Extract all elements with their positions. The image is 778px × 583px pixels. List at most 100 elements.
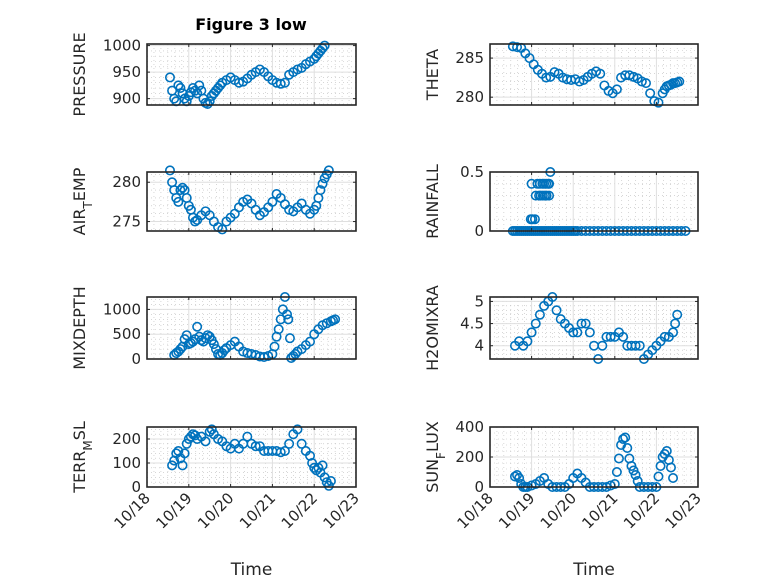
data-point (544, 190, 555, 201)
data-point (242, 431, 253, 442)
y-axis-label: MIXDEPTH (70, 286, 89, 369)
y-tick-label: 200 (112, 430, 141, 448)
data-point (512, 42, 523, 53)
data-point (568, 327, 579, 338)
y-tick-label: 285 (455, 49, 484, 67)
data-point (283, 314, 294, 325)
data-point (175, 185, 186, 196)
axes-background (490, 172, 698, 231)
data-point (544, 178, 555, 189)
data-point (634, 340, 645, 351)
data-point (653, 97, 664, 108)
y-tick-label: 200 (455, 448, 484, 466)
subplot-rainfall: 0 0.5 RAINFALL (423, 163, 699, 240)
x-tick-label: 10/23 (320, 489, 363, 532)
axes-box (489, 296, 699, 360)
data-point (630, 469, 641, 480)
y-tick-label: 100 (112, 454, 141, 472)
data-point (200, 436, 211, 447)
data-point (323, 480, 334, 491)
y-tick-label: 0 (474, 478, 484, 496)
data-point (279, 77, 290, 88)
y-axis-label: PRESSURE (70, 32, 89, 116)
data-point (640, 78, 651, 89)
data-point (305, 336, 316, 347)
data-point (259, 352, 270, 363)
y-axis-label: RAINFALL (423, 164, 442, 239)
figure-title: Figure 3 low (195, 15, 307, 34)
data-point (233, 77, 244, 88)
data-point (194, 80, 205, 91)
data-point (584, 327, 595, 338)
data-point (653, 471, 664, 482)
data-point (522, 336, 533, 347)
data-point (282, 309, 293, 320)
data-point (572, 327, 583, 338)
data-point (529, 214, 540, 225)
data-point (609, 478, 620, 489)
data-point (317, 460, 328, 471)
y-tick-label: 0.5 (460, 163, 484, 181)
data-point (595, 68, 606, 79)
data-point (164, 165, 175, 176)
data-point (173, 196, 184, 207)
data-point (551, 305, 562, 316)
axes-box (489, 43, 699, 106)
data-point (284, 438, 295, 449)
data-point (179, 448, 190, 459)
subplot-h2omixra: 4 4.5 5 H2OMIXRA (423, 285, 699, 371)
x-tick-label: 10/20 (194, 489, 237, 532)
data-point (630, 340, 641, 351)
data-point (618, 433, 629, 444)
data-point (645, 88, 656, 99)
data-point (534, 309, 545, 320)
data-point (668, 327, 679, 338)
y-axis-label: H2OMIXRA (423, 285, 442, 371)
data-point (661, 445, 672, 456)
axes-box (146, 43, 357, 106)
data-point (175, 83, 186, 94)
data-point (330, 314, 341, 325)
data-point (217, 224, 228, 235)
x-axis-label: Time (230, 560, 273, 580)
data-point (597, 340, 608, 351)
data-point (167, 460, 178, 471)
data-point (275, 314, 286, 325)
x-tick-label: 10/23 (662, 489, 705, 532)
subplot-mixdepth: 0 500 1000 MIXDEPTH (70, 286, 357, 370)
data-point (655, 460, 666, 471)
y-tick-label: 500 (112, 325, 141, 343)
axes-box (146, 171, 357, 232)
y-axis-label: AIRTEMP (70, 167, 95, 235)
y-tick-label: 0 (131, 478, 141, 496)
y-tick-label: 950 (112, 63, 141, 81)
data-point (605, 331, 616, 342)
data-point (219, 345, 230, 356)
y-tick-label: 280 (112, 173, 141, 191)
y-tick-label: 0 (474, 222, 484, 240)
data-point (307, 457, 318, 468)
x-tick-label: 10/21 (578, 489, 621, 532)
data-point (530, 318, 541, 329)
data-point (175, 344, 186, 355)
axes-box (146, 426, 357, 488)
x-tick-label: 10/19 (152, 489, 195, 532)
data-point (206, 424, 217, 435)
x-axis-label: Time (572, 560, 615, 580)
subplot-pressure: 900 950 1000 PRESSURE (70, 32, 357, 117)
subplot-sun-flux: 0200400SUNFLUX10/1810/1910/2010/2110/221… (423, 418, 705, 580)
subplot-air-temp: 275 280 AIRTEMP (70, 165, 357, 235)
y-axis-label: THETA (423, 49, 442, 101)
subplot-terr-msl: 0100200TERRMSL10/1810/1910/2010/2110/221… (70, 421, 363, 580)
data-point (208, 339, 219, 350)
y-tick-label: 900 (112, 90, 141, 108)
y-axis-label: TERRMSL (70, 421, 95, 494)
data-point (611, 466, 622, 477)
axes-box (489, 171, 699, 232)
data-point (202, 98, 213, 109)
data-point (613, 453, 624, 464)
data-point (177, 460, 188, 471)
y-tick-label: 4.5 (460, 315, 484, 333)
x-tick-label: 10/19 (495, 489, 538, 532)
